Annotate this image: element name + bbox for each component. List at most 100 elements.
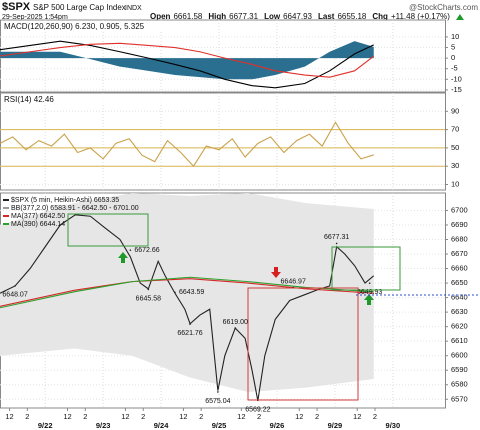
y-tick-label: 5 bbox=[451, 43, 455, 52]
annotation-point bbox=[129, 249, 132, 251]
source: @StockCharts.com bbox=[409, 3, 478, 12]
y-tick-label: 30 bbox=[451, 161, 459, 170]
y-tick-label: 6680 bbox=[451, 234, 468, 243]
y-tick-label: 6660 bbox=[451, 264, 468, 273]
x-date-label: 9/23 bbox=[96, 421, 111, 430]
legend-bg bbox=[1, 21, 201, 32]
annotation-label: 6619.00 bbox=[223, 319, 248, 326]
y-tick-label: 10 bbox=[451, 32, 459, 41]
quote-label: Chg bbox=[372, 12, 388, 21]
y-tick-label: 6690 bbox=[451, 220, 468, 229]
panel-legend: MACD(120,260,90) 6.230, 0.905, 5.325 bbox=[4, 22, 145, 31]
quote-value: +11.48 (+0.17%) bbox=[391, 12, 450, 21]
annotation-point bbox=[335, 242, 338, 245]
highlight-box bbox=[331, 246, 401, 291]
y-tick-label: 50 bbox=[451, 143, 459, 152]
x-tick-label: 2 bbox=[373, 412, 377, 421]
annotation-label: 6569.22 bbox=[245, 406, 270, 413]
y-tick-label: 6620 bbox=[451, 322, 468, 331]
y-tick-label: 10 bbox=[451, 179, 459, 188]
symbol: $SPX bbox=[2, 1, 31, 13]
area bbox=[0, 193, 374, 393]
annotation-point bbox=[368, 282, 371, 284]
x-tick-label: 12 bbox=[5, 412, 13, 421]
line bbox=[0, 276, 374, 309]
y-tick-label: 6570 bbox=[451, 394, 468, 403]
x-tick-label: 2 bbox=[199, 412, 203, 421]
quote-value: 6677.31 bbox=[229, 12, 258, 21]
panel-legend: RSI(14) 42.46 bbox=[4, 95, 54, 104]
quote-value: 6655.18 bbox=[337, 12, 366, 21]
y-tick-label: 6630 bbox=[451, 307, 468, 316]
x-tick-label: 12 bbox=[121, 412, 129, 421]
x-tick-label: 12 bbox=[63, 412, 71, 421]
line bbox=[0, 278, 374, 307]
change-arrow bbox=[455, 14, 464, 20]
x-date-label: 9/25 bbox=[212, 421, 227, 430]
x-tick-label: 12 bbox=[179, 412, 187, 421]
x-tick-label: 2 bbox=[83, 412, 87, 421]
highlight-box bbox=[247, 287, 359, 401]
line bbox=[0, 121, 374, 168]
y-tick-label: 6640 bbox=[451, 293, 468, 302]
y-tick-label: 6610 bbox=[451, 336, 468, 345]
down-arrow bbox=[271, 267, 281, 278]
area bbox=[0, 41, 374, 80]
x-tick-label: 2 bbox=[141, 412, 145, 421]
legend-entry: $SPX (5 min, Heikin-Ashi) 6653.35 bbox=[11, 197, 119, 204]
x-date-label: 9/22 bbox=[38, 421, 53, 430]
y-tick-label: 6600 bbox=[451, 351, 468, 360]
x-tick-label: 12 bbox=[237, 412, 245, 421]
annotation-label: 6672.66 bbox=[134, 247, 159, 254]
drawings bbox=[67, 213, 480, 401]
x-tick-label: 12 bbox=[295, 412, 303, 421]
quote-value: 6661.58 bbox=[173, 12, 202, 21]
annotation-label: 6677.31 bbox=[324, 234, 349, 241]
quote-label: Open bbox=[150, 12, 171, 21]
highlight-box bbox=[67, 213, 149, 247]
x-tick-label: 2 bbox=[257, 412, 261, 421]
y-tick-label: 6590 bbox=[451, 365, 468, 374]
y-tick-label: -10 bbox=[451, 74, 462, 83]
line bbox=[0, 42, 375, 78]
up-arrow bbox=[364, 294, 374, 305]
annotation-point bbox=[189, 323, 191, 325]
quote-value: 6647.93 bbox=[283, 12, 312, 21]
annotation-label: 6646.97 bbox=[281, 278, 306, 285]
line bbox=[0, 40, 374, 89]
y-tick-label: 6700 bbox=[451, 205, 468, 214]
legend-entry: MA(377) 6642.50 bbox=[11, 213, 65, 220]
annotation-label: 6621.76 bbox=[177, 330, 202, 337]
y-tick-label: -15 bbox=[451, 85, 462, 94]
y-tick-label: 6650 bbox=[451, 278, 468, 287]
legend-entry: BB(377,2.0) 6583.91 - 6642.50 - 6701.00 bbox=[11, 205, 139, 212]
exchange: INDX bbox=[125, 5, 142, 12]
annotation-label: 6648.07 bbox=[2, 292, 27, 299]
y-tick-label: 6580 bbox=[451, 380, 468, 389]
quote: Open 6661.58 High 6677.31 Low 6647.93 Last 6655… bbox=[150, 12, 464, 21]
x-date-label: 9/24 bbox=[154, 421, 169, 430]
x-date-label: 9/30 bbox=[386, 421, 401, 430]
annotation-label: 6649.93 bbox=[357, 289, 382, 296]
x-tick-label: 12 bbox=[353, 412, 361, 421]
plots: 10 50 -5-10 -15 MACD(120,260,90) 6.230, 0.90… bbox=[0, 19, 468, 430]
y-tick-label: -5 bbox=[451, 64, 458, 73]
legend-bg bbox=[1, 94, 201, 105]
y-tick-label: 90 bbox=[451, 106, 459, 115]
quote-label: Last bbox=[318, 12, 335, 21]
x-tick-label: 2 bbox=[315, 412, 319, 421]
annotation-label: 6575.04 bbox=[205, 398, 230, 405]
x-tick-label: 2 bbox=[25, 412, 29, 421]
x-date-label: 9/26 bbox=[270, 421, 285, 430]
annotation-point bbox=[174, 291, 176, 294]
annotation-point bbox=[234, 327, 237, 329]
y-tick-label: 70 bbox=[451, 125, 459, 134]
y-tick-label: 6670 bbox=[451, 249, 468, 258]
quote-label: High bbox=[208, 12, 226, 21]
panel-frame bbox=[0, 92, 446, 191]
annotation-label: 6643.59 bbox=[179, 289, 204, 296]
quote-label: Low bbox=[264, 12, 281, 21]
index-name: S&P 500 Large Cap Index bbox=[33, 3, 126, 12]
annotation-point bbox=[147, 288, 150, 291]
datetime: 29-Sep-2025 1:54pm bbox=[2, 14, 68, 21]
